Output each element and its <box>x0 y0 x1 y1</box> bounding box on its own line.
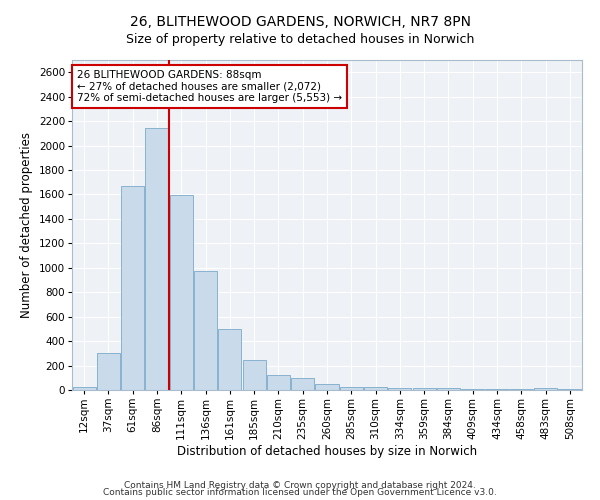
Bar <box>267 374 290 390</box>
Bar <box>170 195 193 390</box>
Bar <box>316 384 338 390</box>
Text: 26, BLITHEWOOD GARDENS, NORWICH, NR7 8PN: 26, BLITHEWOOD GARDENS, NORWICH, NR7 8PN <box>130 15 470 29</box>
Bar <box>413 388 436 390</box>
Bar <box>73 388 95 390</box>
Bar <box>437 388 460 390</box>
Bar <box>242 360 266 390</box>
Text: Contains HM Land Registry data © Crown copyright and database right 2024.: Contains HM Land Registry data © Crown c… <box>124 480 476 490</box>
Bar <box>291 378 314 390</box>
Bar <box>194 272 217 390</box>
Text: Size of property relative to detached houses in Norwich: Size of property relative to detached ho… <box>126 32 474 46</box>
Bar <box>218 329 241 390</box>
Bar <box>121 186 144 390</box>
Bar <box>388 388 412 390</box>
Bar <box>485 389 509 390</box>
X-axis label: Distribution of detached houses by size in Norwich: Distribution of detached houses by size … <box>177 444 477 458</box>
Bar <box>97 354 120 390</box>
Y-axis label: Number of detached properties: Number of detached properties <box>20 132 33 318</box>
Bar <box>461 389 484 390</box>
Bar <box>145 128 169 390</box>
Text: Contains public sector information licensed under the Open Government Licence v3: Contains public sector information licen… <box>103 488 497 497</box>
Bar <box>340 386 363 390</box>
Bar <box>364 386 387 390</box>
Bar <box>534 388 557 390</box>
Text: 26 BLITHEWOOD GARDENS: 88sqm
← 27% of detached houses are smaller (2,072)
72% of: 26 BLITHEWOOD GARDENS: 88sqm ← 27% of de… <box>77 70 342 103</box>
